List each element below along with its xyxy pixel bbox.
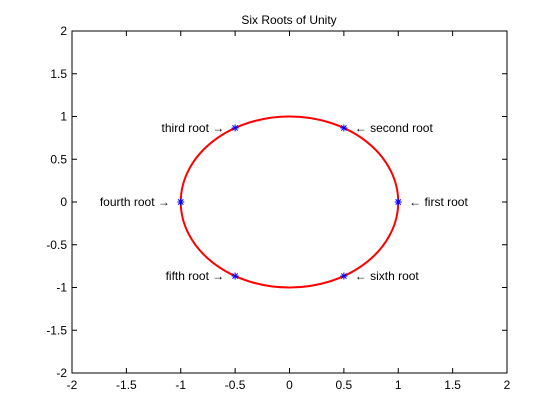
y-tick-label: -1.5 [46,323,67,337]
axis-ticks [71,30,508,374]
y-tick-label: 2 [60,24,67,38]
root-annotation: fourth root → [100,195,170,209]
root-marker [231,124,239,132]
root-marker [340,124,348,132]
root-marker [394,198,402,206]
root-annotation: ← sixth root [355,269,420,283]
x-tick-label: 0.5 [336,378,353,392]
root-marker [340,272,348,280]
y-tick-label: -2 [56,366,67,380]
y-tick-label: -1 [56,281,67,295]
chart-title: Six Roots of Unity [241,13,336,27]
axis-tick-labels: -2 -1.5 -1 -0.5 0 0.5 1 1.5 2 -2 -1.5 -1 -0.5 0 0.5 1 1.… [46,24,510,392]
x-tick-label: -2 [67,378,78,392]
root-annotation: ← first root [409,195,468,209]
x-tick-label: -1.5 [116,378,137,392]
x-tick-label: 2 [504,378,511,392]
y-tick-label: 1.5 [50,67,67,81]
x-tick-label: 1.5 [444,378,461,392]
annotations-layer: ← first root ← second root third root → fou… [100,121,469,283]
x-tick-label: 0 [286,378,293,392]
y-tick-label: 0.5 [50,152,67,166]
root-annotation: ← second root [355,121,434,135]
root-annotation: fifth root → [166,269,225,283]
root-marker [231,272,239,280]
root-annotation: third root → [162,121,225,135]
y-tick-label: -0.5 [46,238,67,252]
plot-area [71,30,508,374]
x-tick-label: -1 [175,378,186,392]
y-tick-label: 1 [60,110,67,124]
x-tick-label: -0.5 [225,378,246,392]
x-tick-label: 1 [395,378,402,392]
y-tick-label: 0 [60,195,67,209]
markers-layer [177,124,402,280]
root-marker [177,198,185,206]
